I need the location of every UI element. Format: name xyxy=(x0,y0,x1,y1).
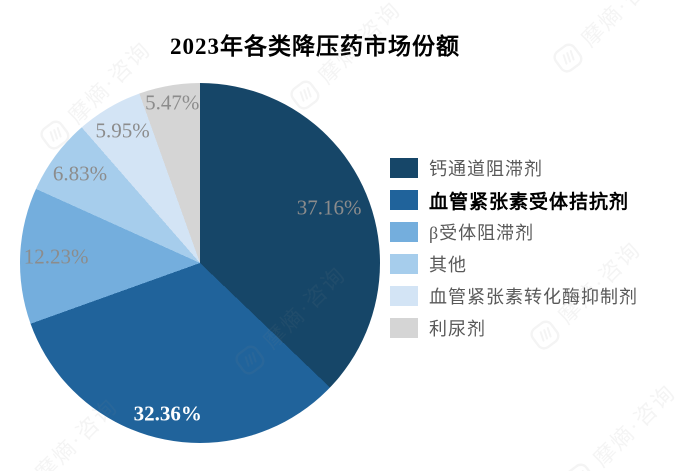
watermark-text: 摩熵·咨询 xyxy=(588,379,681,471)
legend-item-5: 利尿剂 xyxy=(390,318,638,339)
legend-label-5: 利尿剂 xyxy=(429,319,486,339)
legend-label-3: 其他 xyxy=(429,255,467,275)
legend-item-4: 血管紧张素转化酶抑制剂 xyxy=(390,286,638,307)
legend: 钙通道阻滞剂血管紧张素受体拮抗剂 β受体阻滞剂 其他血管紧张素转化酶抑制剂 利尿剂 xyxy=(390,158,638,339)
slice-label-0: 37.16% xyxy=(296,195,362,220)
slice-label-5: 5.47% xyxy=(145,90,200,115)
chart-title: 2023年各类降压药市场份额 xyxy=(170,34,460,59)
slice-label-4: 5.95% xyxy=(95,118,150,143)
watermark-text: 摩熵·咨询 xyxy=(576,0,669,52)
legend-swatch-4 xyxy=(390,286,418,306)
legend-swatch-3 xyxy=(390,254,418,274)
legend-label-0: 钙通道阻滞剂 xyxy=(429,159,543,179)
slice-label-1: 32.36% xyxy=(133,401,202,426)
slice-label-3: 6.83% xyxy=(52,161,108,186)
brand-watermark: 摩熵·咨询 xyxy=(558,376,682,471)
legend-swatch-2 xyxy=(390,222,418,242)
slice-label-2: 12.23% xyxy=(23,244,89,269)
legend-item-2: β受体阻滞剂 xyxy=(390,222,638,243)
legend-item-0: 钙通道阻滞剂 xyxy=(390,158,638,179)
legend-swatch-1 xyxy=(390,190,418,210)
seal-stamp-icon xyxy=(547,37,589,79)
brand-watermark: 摩熵·咨询 xyxy=(546,0,670,80)
legend-label-2: β受体阻滞剂 xyxy=(429,223,535,243)
seal-stamp-icon xyxy=(559,457,601,471)
legend-item-1: 血管紧张素受体拮抗剂 xyxy=(390,190,638,213)
legend-swatch-0 xyxy=(390,158,418,178)
legend-item-3: 其他 xyxy=(390,254,638,275)
legend-label-4: 血管紧张素转化酶抑制剂 xyxy=(429,287,638,307)
legend-swatch-5 xyxy=(390,318,418,338)
pie xyxy=(20,83,380,443)
legend-label-1: 血管紧张素受体拮抗剂 xyxy=(429,191,630,213)
